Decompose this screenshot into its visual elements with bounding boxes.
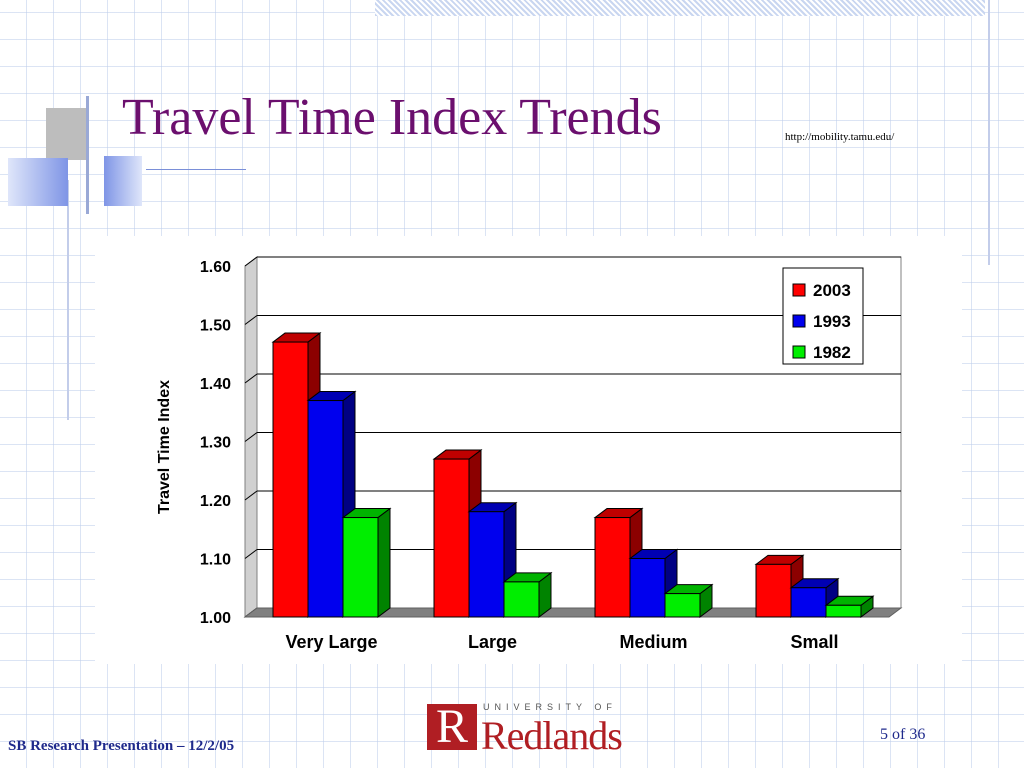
y-tick-label: 1.20 [200, 493, 231, 510]
source-url[interactable]: http://mobility.tamu.edu/ [785, 131, 895, 143]
logo-r-mark: R [427, 703, 477, 751]
x-tick-label: Very Large [285, 632, 377, 652]
decor-right-line [988, 0, 990, 265]
y-tick-label: 1.30 [200, 435, 231, 452]
y-tick-label: 1.50 [200, 318, 231, 335]
x-tick-label: Medium [619, 632, 687, 652]
gridline-depth [244, 549, 258, 559]
decor-left-line [67, 180, 69, 420]
y-tick-label: 1.60 [200, 259, 231, 276]
decor-gray-square [46, 108, 86, 160]
gridline-depth [244, 490, 258, 501]
header-hatch-band [375, 0, 985, 16]
footer-presentation-label: SB Research Presentation – 12/2/05 [8, 738, 235, 754]
gridline-depth [244, 256, 258, 267]
university-logo: R UNIVERSITY OF Redlands [427, 700, 637, 758]
logo-university-of: UNIVERSITY OF [483, 702, 617, 712]
legend-label: 2003 [813, 281, 851, 300]
decor-blue-square-right [104, 156, 142, 206]
y-tick-label: 1.40 [200, 376, 231, 393]
legend-swatch [792, 314, 806, 328]
page-number: 5 of 36 [880, 726, 926, 743]
decor-title-underline [146, 169, 246, 170]
bar-1982-very-large [341, 507, 392, 618]
legend-swatch [792, 283, 806, 297]
y-tick-label: 1.00 [200, 610, 231, 627]
legend-label: 1993 [813, 312, 851, 331]
x-tick-label: Small [790, 632, 838, 652]
bar-1982-small [824, 595, 875, 618]
legend-label: 1982 [813, 343, 851, 362]
bar-1982-medium [663, 583, 714, 618]
slide-title: Travel Time Index Trends [122, 89, 662, 146]
logo-redlands-wordmark: Redlands [481, 713, 623, 758]
decor-blue-square-left [8, 158, 68, 206]
bar-chart: 1.00 1.10 1.20 1.30 1.40 1.50 1.60 Travel Time … [156, 256, 903, 652]
bar-1982-large [502, 571, 553, 618]
gridline-depth [244, 432, 258, 442]
y-axis-label: Travel Time Index [156, 380, 173, 514]
y-tick-label: 1.10 [200, 552, 231, 569]
decor-vertical-bar [86, 96, 89, 214]
legend-swatch [792, 345, 806, 359]
gridline-depth [244, 373, 258, 384]
gridline-depth [244, 315, 258, 325]
x-tick-label: Large [468, 632, 517, 652]
chart-panel: 1.00 1.10 1.20 1.30 1.40 1.50 1.60 Travel Time … [95, 236, 962, 664]
